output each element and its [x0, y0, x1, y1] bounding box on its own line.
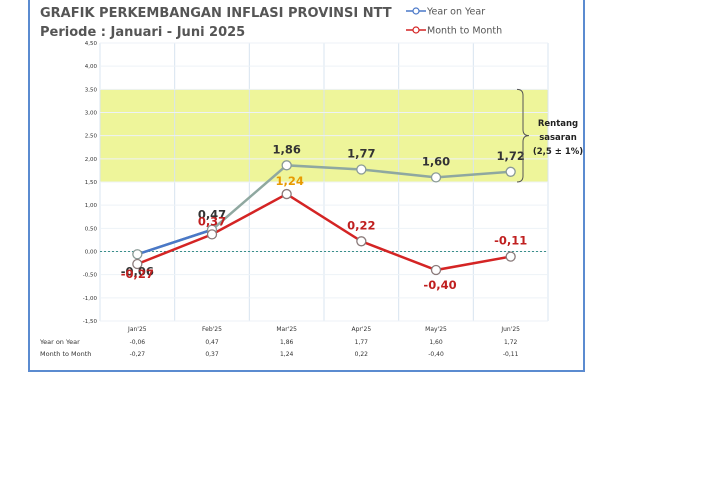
table-row-label: Year on Year — [39, 338, 80, 346]
point-year-on-year — [132, 249, 143, 260]
chart-frame: -1,50 -1,00 -0,50 0,00 0,50 1,00 1,50 2,00 2,50 3… — [28, 0, 585, 372]
data-label-month-to-month: -0,40 — [423, 278, 456, 292]
chart-title: GRAFIK PERKEMBANGAN INFLASI PROVINSI NTT — [40, 6, 392, 21]
table-cell: -0,40 — [428, 351, 444, 358]
point-year-on-year — [281, 160, 292, 171]
legend-marker — [412, 26, 420, 34]
point-month-to-month — [505, 251, 516, 262]
point-month-to-month — [356, 236, 367, 247]
data-label-month-to-month: -0,11 — [494, 234, 527, 248]
y-tick-label: 0,50 — [85, 226, 98, 232]
legend-label: Year on Year — [426, 7, 485, 18]
y-tick-label: -1,50 — [83, 319, 98, 325]
point-month-to-month — [281, 188, 292, 200]
target-band-bracket — [516, 88, 530, 183]
chart-subtitle: Periode : Januari - Juni 2025 — [40, 25, 245, 40]
inflation-chart: -1,50 -1,00 -0,50 0,00 0,50 1,00 1,50 2,00 2,50 3… — [39, 6, 583, 358]
y-tick-label: 3,00 — [85, 111, 98, 117]
point-month-to-month — [132, 258, 143, 270]
data-label-year-on-year: 0,47 — [198, 208, 226, 222]
table-cell: 1,77 — [355, 339, 369, 346]
y-tick-label: 2,00 — [85, 157, 98, 163]
x-tick-label: Feb'25 — [202, 326, 222, 333]
table-cell: 0,22 — [355, 351, 369, 358]
data-label-year-on-year: 1,60 — [422, 154, 450, 168]
legend: Year on Year Month to Month — [406, 7, 502, 37]
target-band-label: Rentang — [538, 119, 578, 129]
series-line-month-to-month — [136, 192, 511, 272]
table-row-label: Month to Month — [40, 350, 91, 358]
data-label-month-to-month: 0,37 — [198, 214, 226, 228]
x-tick-label: Apr'25 — [351, 326, 371, 333]
y-tick-label: -1,00 — [83, 296, 98, 302]
point-month-to-month — [430, 264, 442, 276]
y-tick-label: 1,50 — [85, 180, 98, 186]
point-month-to-month — [206, 229, 218, 240]
series-line-year-on-year-segment — [136, 228, 213, 256]
legend-label: Month to Month — [427, 26, 502, 37]
data-label-month-to-month: -0,27 — [121, 267, 154, 281]
data-label-year-on-year: 1,86 — [272, 142, 300, 156]
target-band-label: (2,5 ± 1%) — [533, 147, 583, 157]
table-cell: 1,60 — [429, 339, 443, 346]
data-label-year-on-year: -0,06 — [121, 264, 154, 278]
x-tick-label: May'25 — [425, 326, 447, 333]
data-label-month-to-month: 0,22 — [347, 218, 375, 232]
table-cell: -0,06 — [130, 339, 146, 346]
y-tick-label: 3,50 — [85, 87, 98, 93]
data-label-year-on-year: 1,72 — [496, 149, 524, 163]
point-year-on-year — [430, 172, 442, 183]
table-cell: 0,47 — [205, 339, 219, 346]
point-year-on-year — [356, 164, 367, 175]
x-tick-label: Jan'25 — [127, 326, 147, 333]
table-cell: -0,11 — [503, 351, 519, 358]
y-tick-label: 2,50 — [85, 134, 98, 140]
target-band-label: sasaran — [539, 133, 577, 143]
table-cell: -0,27 — [130, 351, 146, 358]
y-tick-label: 4,00 — [85, 64, 98, 70]
x-tick-label: Jun'25 — [500, 326, 520, 333]
legend-marker — [412, 7, 420, 15]
y-tick-label: 1,00 — [85, 203, 98, 209]
table-cell: 1,86 — [280, 339, 294, 346]
y-tick-label: 4,50 — [85, 41, 98, 47]
table-cell: 1,24 — [280, 351, 294, 358]
table-cell: 0,37 — [205, 351, 219, 358]
data-label-year-on-year: 1,77 — [347, 146, 375, 160]
point-year-on-year — [505, 166, 516, 177]
x-tick-label: Mar'25 — [276, 326, 297, 333]
y-tick-label: -0,50 — [83, 273, 98, 279]
table-cell: 1,72 — [504, 339, 518, 346]
data-label-month-to-month: 1,24 — [275, 174, 303, 188]
y-tick-label: 0,00 — [85, 250, 98, 256]
